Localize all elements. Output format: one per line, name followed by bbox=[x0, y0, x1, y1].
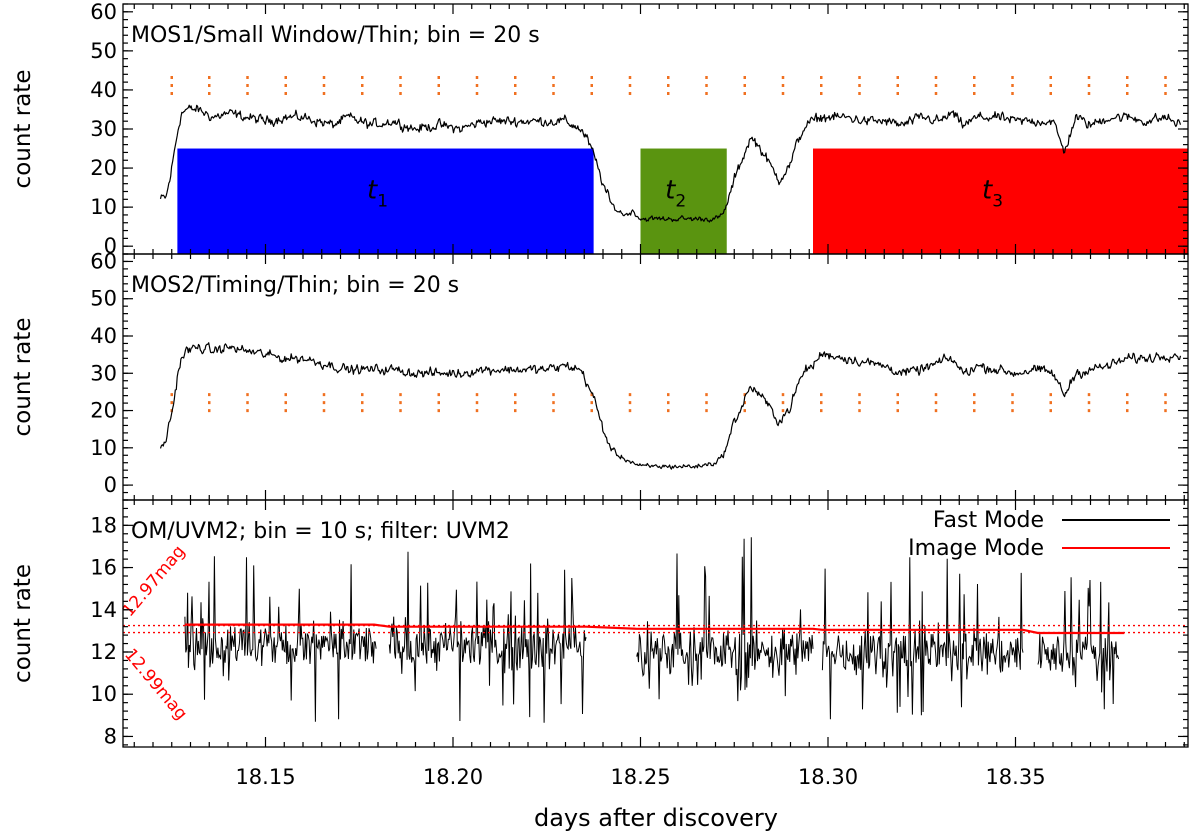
fast-mode-segment-3 bbox=[636, 537, 814, 702]
plot-frame bbox=[122, 499, 1189, 748]
y-tick-label-2: 20 bbox=[90, 399, 117, 423]
legend-label-2: Image Mode bbox=[908, 536, 1044, 561]
panel-title: MOS1/Small Window/Thin; bin = 20 s bbox=[131, 23, 540, 48]
y-tick-label-1: 10 bbox=[90, 195, 117, 219]
fast-mode-segment-1 bbox=[184, 556, 377, 722]
y-tick-label-6: 60 bbox=[90, 0, 117, 24]
y-tick-label-5: 50 bbox=[90, 39, 117, 63]
y-tick-label-5: 50 bbox=[90, 287, 117, 311]
reference-label-1: 12.97mag bbox=[119, 542, 190, 621]
y-axis-label: count rate bbox=[10, 70, 36, 189]
x-tick-label-0: 18.15 bbox=[235, 765, 295, 789]
y-tick-label-0: 0 bbox=[104, 473, 117, 497]
series-line-mos2 bbox=[159, 342, 1182, 470]
x-tick-label-4: 18.35 bbox=[985, 765, 1045, 789]
y-tick-label-3: 30 bbox=[90, 361, 117, 385]
y-tick-label-4: 40 bbox=[90, 78, 117, 102]
legend-label-1: Fast Mode bbox=[933, 508, 1044, 533]
y-tick-label-0: 0 bbox=[104, 234, 117, 258]
y-tick-label-0: 8 bbox=[104, 724, 117, 748]
series-line-mos1 bbox=[159, 104, 1182, 223]
interval-label-subscript: 2 bbox=[675, 192, 686, 212]
y-tick-label-2: 20 bbox=[90, 156, 117, 180]
reference-label-2: 12.99mag bbox=[120, 645, 191, 724]
fast-mode-segment-4 bbox=[821, 557, 1024, 720]
fast-mode-segment-2 bbox=[388, 551, 587, 723]
y-tick-label-6: 60 bbox=[90, 249, 117, 273]
x-axis: 18.15 18.20 18.25 18.30 18.35 bbox=[235, 765, 1045, 789]
interval-block-3 bbox=[813, 148, 1188, 254]
y-tick-label-3: 14 bbox=[90, 598, 117, 622]
interval-block-1 bbox=[177, 148, 594, 254]
panel-om-uvm2: 12.97mag 12.99mag Fast Mode Image Mode 8 10 12… bbox=[10, 499, 1189, 748]
y-tick-label-4: 16 bbox=[90, 556, 117, 580]
panel-mos2: 0 10 20 30 40 50 60 count rate MOS2/Timing/Thin;… bbox=[10, 249, 1189, 501]
y-tick-label-4: 40 bbox=[90, 324, 117, 348]
interval-label-subscript: 1 bbox=[377, 192, 388, 212]
x-axis-label: days after discovery bbox=[534, 804, 778, 832]
y-tick-label-3: 30 bbox=[90, 117, 117, 141]
y-axis-label: count rate bbox=[10, 318, 36, 437]
x-tick-label-3: 18.30 bbox=[798, 765, 858, 789]
y-tick-label-2: 12 bbox=[90, 640, 117, 664]
panel-title: OM/UVM2; bin = 10 s; filter: UVM2 bbox=[131, 519, 510, 544]
image-mode-line bbox=[184, 623, 1125, 635]
y-tick-label-5: 18 bbox=[90, 513, 117, 537]
fast-mode-segment-5 bbox=[1037, 577, 1120, 710]
y-tick-label-1: 10 bbox=[90, 436, 117, 460]
panel-title: MOS2/Timing/Thin; bin = 20 s bbox=[131, 273, 459, 298]
interval-label-subscript: 3 bbox=[992, 192, 1003, 212]
x-tick-label-2: 18.25 bbox=[610, 765, 670, 789]
interval-block-2 bbox=[640, 148, 727, 254]
y-tick-label-1: 10 bbox=[90, 682, 117, 706]
y-axis-label: count rate bbox=[10, 564, 36, 683]
x-tick-label-1: 18.20 bbox=[423, 765, 483, 789]
